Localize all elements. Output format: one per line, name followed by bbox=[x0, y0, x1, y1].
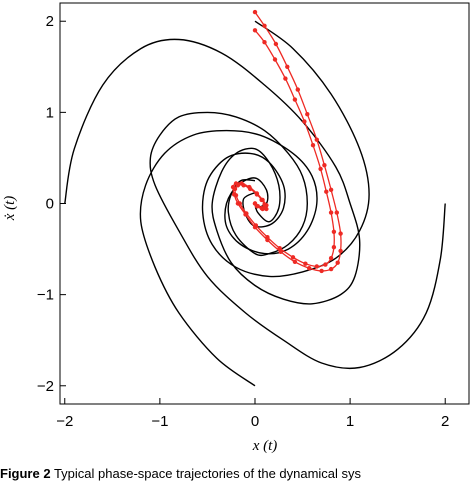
trajectory-point bbox=[328, 256, 334, 261]
y-tick-label: −1 bbox=[37, 287, 54, 304]
trajectory-point bbox=[292, 97, 298, 102]
y-tick-label: 1 bbox=[46, 104, 54, 121]
trajectory-line-1 bbox=[64, 38, 361, 305]
x-tick-label: 2 bbox=[441, 413, 449, 430]
trajectory-point bbox=[235, 183, 241, 188]
trajectory-line-5 bbox=[232, 11, 342, 272]
trajectory-point bbox=[262, 40, 267, 45]
x-tick-label: 0 bbox=[251, 413, 259, 430]
trajectory-point bbox=[295, 87, 300, 92]
y-axis-label: ẋ (t) bbox=[2, 196, 18, 222]
trajectory-point bbox=[328, 210, 334, 215]
y-tick-label: −2 bbox=[37, 378, 54, 395]
trajectory-point bbox=[248, 186, 253, 192]
x-axis-label: x (t) bbox=[252, 438, 278, 454]
trajectory-point bbox=[328, 266, 334, 272]
trajectory-point bbox=[290, 255, 296, 260]
trajectory-point bbox=[322, 163, 327, 168]
y-tick-label: 2 bbox=[46, 13, 54, 30]
trajectory-point bbox=[272, 57, 278, 62]
trajectory-point bbox=[335, 260, 340, 265]
trajectory-point bbox=[338, 231, 343, 236]
trajectory-point bbox=[252, 28, 258, 33]
trajectory-point bbox=[241, 183, 246, 188]
trajectory-point bbox=[328, 187, 334, 192]
trajectory-point bbox=[285, 64, 290, 70]
trajectory-point bbox=[259, 197, 264, 203]
trajectory-point bbox=[314, 264, 319, 269]
trajectory-line-2 bbox=[149, 111, 446, 370]
trajectory-point bbox=[262, 23, 267, 28]
x-tick-label: −1 bbox=[151, 413, 168, 430]
trajectory-point bbox=[318, 166, 323, 172]
trajectory-point bbox=[273, 41, 279, 47]
trajectory-series bbox=[64, 9, 446, 387]
y-axis-ticks: −2 −1 0 1 2 bbox=[37, 13, 66, 395]
trajectory-point bbox=[307, 266, 312, 271]
trajectory-point bbox=[310, 143, 316, 148]
trajectory-point bbox=[254, 192, 260, 197]
trajectory-point bbox=[331, 229, 337, 234]
caption-text: Typical phase-space trajectories of the … bbox=[50, 466, 362, 481]
y-tick-label: 0 bbox=[46, 196, 54, 213]
trajectory-point bbox=[319, 268, 324, 274]
x-axis-ticks: −2 −1 0 1 2 bbox=[56, 398, 449, 430]
trajectory-point bbox=[302, 119, 307, 124]
trajectory-point bbox=[237, 201, 242, 206]
trajectory-point bbox=[303, 261, 308, 266]
figure-caption: Figure 2 Typical phase-space trajectorie… bbox=[0, 466, 474, 481]
trajectory-point bbox=[305, 112, 310, 117]
trajectory-point bbox=[259, 205, 264, 211]
trajectory-point bbox=[314, 137, 319, 142]
trajectory-point bbox=[323, 262, 328, 267]
trajectory-point bbox=[283, 76, 288, 81]
trajectory-line-4 bbox=[201, 20, 370, 278]
trajectory-point bbox=[324, 189, 329, 194]
x-tick-label: 1 bbox=[346, 413, 354, 430]
trajectory-point bbox=[244, 211, 249, 216]
trajectory-point bbox=[331, 245, 337, 250]
trajectory-point bbox=[252, 9, 258, 15]
trajectory-point bbox=[292, 259, 298, 264]
trajectory-line-6 bbox=[234, 29, 335, 268]
trajectory-point bbox=[262, 202, 267, 207]
trajectory-point bbox=[252, 201, 258, 206]
x-tick-label: −2 bbox=[56, 413, 73, 430]
trajectory-point bbox=[278, 249, 283, 254]
trajectory-point bbox=[265, 235, 270, 240]
trajectory-point bbox=[334, 210, 339, 215]
trajectory-point bbox=[233, 193, 239, 198]
trajectory-point bbox=[253, 223, 259, 228]
trajectory-point bbox=[277, 246, 282, 251]
trajectory-point bbox=[338, 248, 343, 254]
caption-lead: Figure 2 bbox=[0, 466, 51, 481]
trajectory-point bbox=[232, 186, 238, 192]
